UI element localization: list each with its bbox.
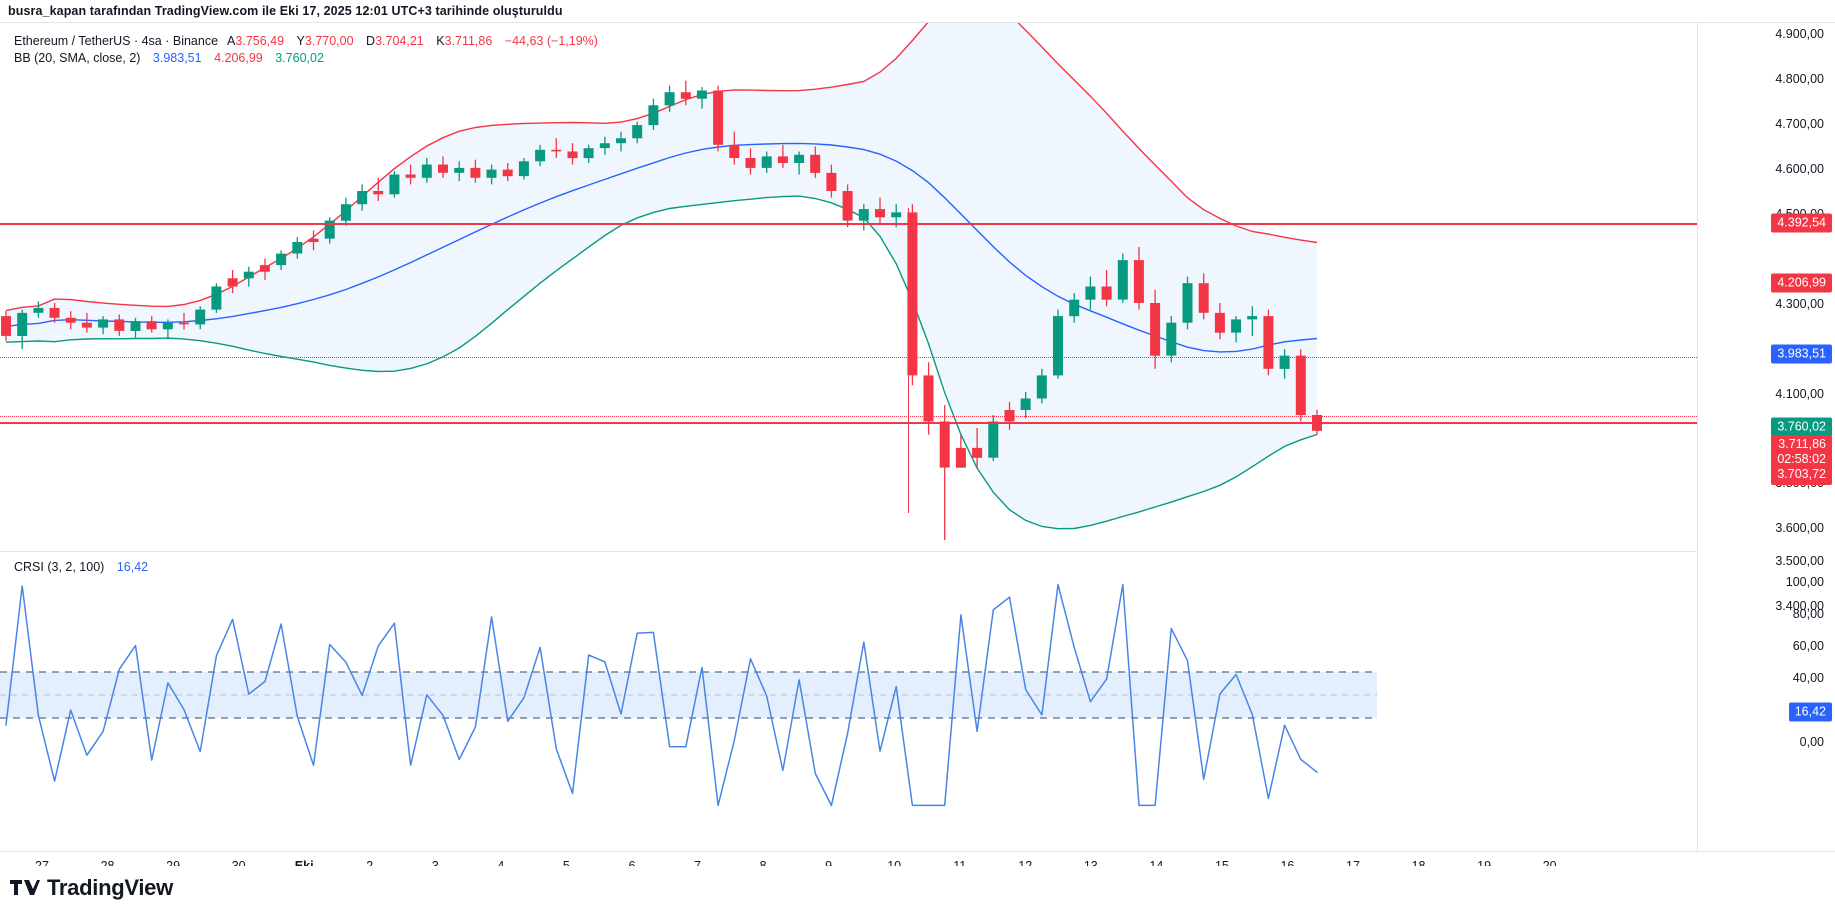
price-tick: 4.700,00 <box>1775 117 1824 131</box>
current-price: 3.711,86 <box>1778 437 1826 451</box>
price-tick: 4.600,00 <box>1775 162 1824 176</box>
low-label: D <box>366 34 376 48</box>
crsi-badge-value[interactable]: 16,42 <box>1788 702 1832 722</box>
price-line-3711[interactable] <box>0 422 1697 424</box>
change-value: −44,63 (−1,19%) <box>504 34 598 48</box>
crsi-tick: 0,00 <box>1799 735 1824 749</box>
close-label: K <box>436 34 445 48</box>
bb-title: BB (20, SMA, close, 2) <box>14 51 141 65</box>
price-tick: 4.900,00 <box>1775 27 1824 41</box>
crsi-title: CRSI (3, 2, 100) <box>14 560 105 574</box>
price-line-3703-dotted[interactable] <box>0 416 1697 417</box>
symbol-legend[interactable]: Ethereum / TetherUS · 4sa · Binance A3.75… <box>14 33 598 50</box>
price-badge-bb-basis[interactable]: 3.983,51 <box>1771 344 1832 364</box>
last-price: 3.703,72 <box>1777 467 1826 481</box>
crsi-tick: 60,00 <box>1792 639 1824 653</box>
crsi-tick: 40,00 <box>1792 671 1824 685</box>
candle-low-spike <box>908 208 909 513</box>
bb-upper-value: 4.206,99 <box>214 51 263 65</box>
close-value: 3.711,86 <box>444 34 493 48</box>
crsi-plot <box>0 583 1377 807</box>
high-label: Y <box>296 34 305 48</box>
price-tick: 3.500,00 <box>1775 554 1824 568</box>
price-tick: 3.600,00 <box>1775 521 1824 535</box>
price-line-4392[interactable] <box>0 223 1697 225</box>
price-tick: 3.400,00 <box>1775 599 1824 613</box>
crsi-legend[interactable]: CRSI (3, 2, 100) 16,42 <box>14 560 148 574</box>
crsi-value: 16,42 <box>116 560 149 574</box>
price-axis[interactable]: 4.900,00 4.800,00 4.700,00 4.600,00 4.50… <box>1697 23 1835 851</box>
tradingview-brand: TradingView <box>47 874 173 900</box>
price-pane[interactable]: Ethereum / TetherUS · 4sa · Binance A3.75… <box>0 23 1697 550</box>
price-tick: 4.300,00 <box>1775 297 1824 311</box>
price-badge-resistance[interactable]: 4.392,54 <box>1771 213 1832 233</box>
countdown-timer: 02:58:02 <box>1777 452 1826 466</box>
bollinger-legend[interactable]: BB (20, SMA, close, 2) 3.983,51 4.206,99… <box>14 50 324 67</box>
crsi-tick: 100,00 <box>1785 575 1824 589</box>
open-value: 3.756,49 <box>235 34 285 48</box>
attribution-bar: busra_kapan tarafından TradingView.com i… <box>0 0 1835 22</box>
price-badge-bb-upper[interactable]: 4.206,99 <box>1771 273 1832 293</box>
price-tick: 4.800,00 <box>1775 72 1824 86</box>
attribution-text: busra_kapan tarafından TradingView.com i… <box>8 4 563 18</box>
price-badge-current-group[interactable]: 3.711,86 02:58:02 3.703,72 <box>1771 435 1832 485</box>
price-badge-bb-lower[interactable]: 3.760,02 <box>1771 417 1832 437</box>
symbol-title: Ethereum / TetherUS · 4sa · Binance <box>14 34 219 48</box>
price-tick: 4.100,00 <box>1775 387 1824 401</box>
high-value: 3.770,00 <box>304 34 354 48</box>
price-plot <box>1 23 1322 541</box>
crsi-pane[interactable]: CRSI (3, 2, 100) 16,42 <box>0 551 1697 852</box>
crsi-tick: 80,00 <box>1792 607 1824 621</box>
low-value: 3.704,21 <box>375 34 424 48</box>
tradingview-logo-icon <box>10 880 40 895</box>
price-line-3900-dotted[interactable] <box>0 357 1697 358</box>
open-label: A <box>227 34 236 48</box>
chart-frame: Ethereum / TetherUS · 4sa · Binance A3.75… <box>0 22 1835 879</box>
bb-lower-value: 3.760,02 <box>275 51 324 65</box>
bb-basis-value: 3.983,51 <box>152 51 202 65</box>
footer: TradingView <box>0 866 1835 909</box>
